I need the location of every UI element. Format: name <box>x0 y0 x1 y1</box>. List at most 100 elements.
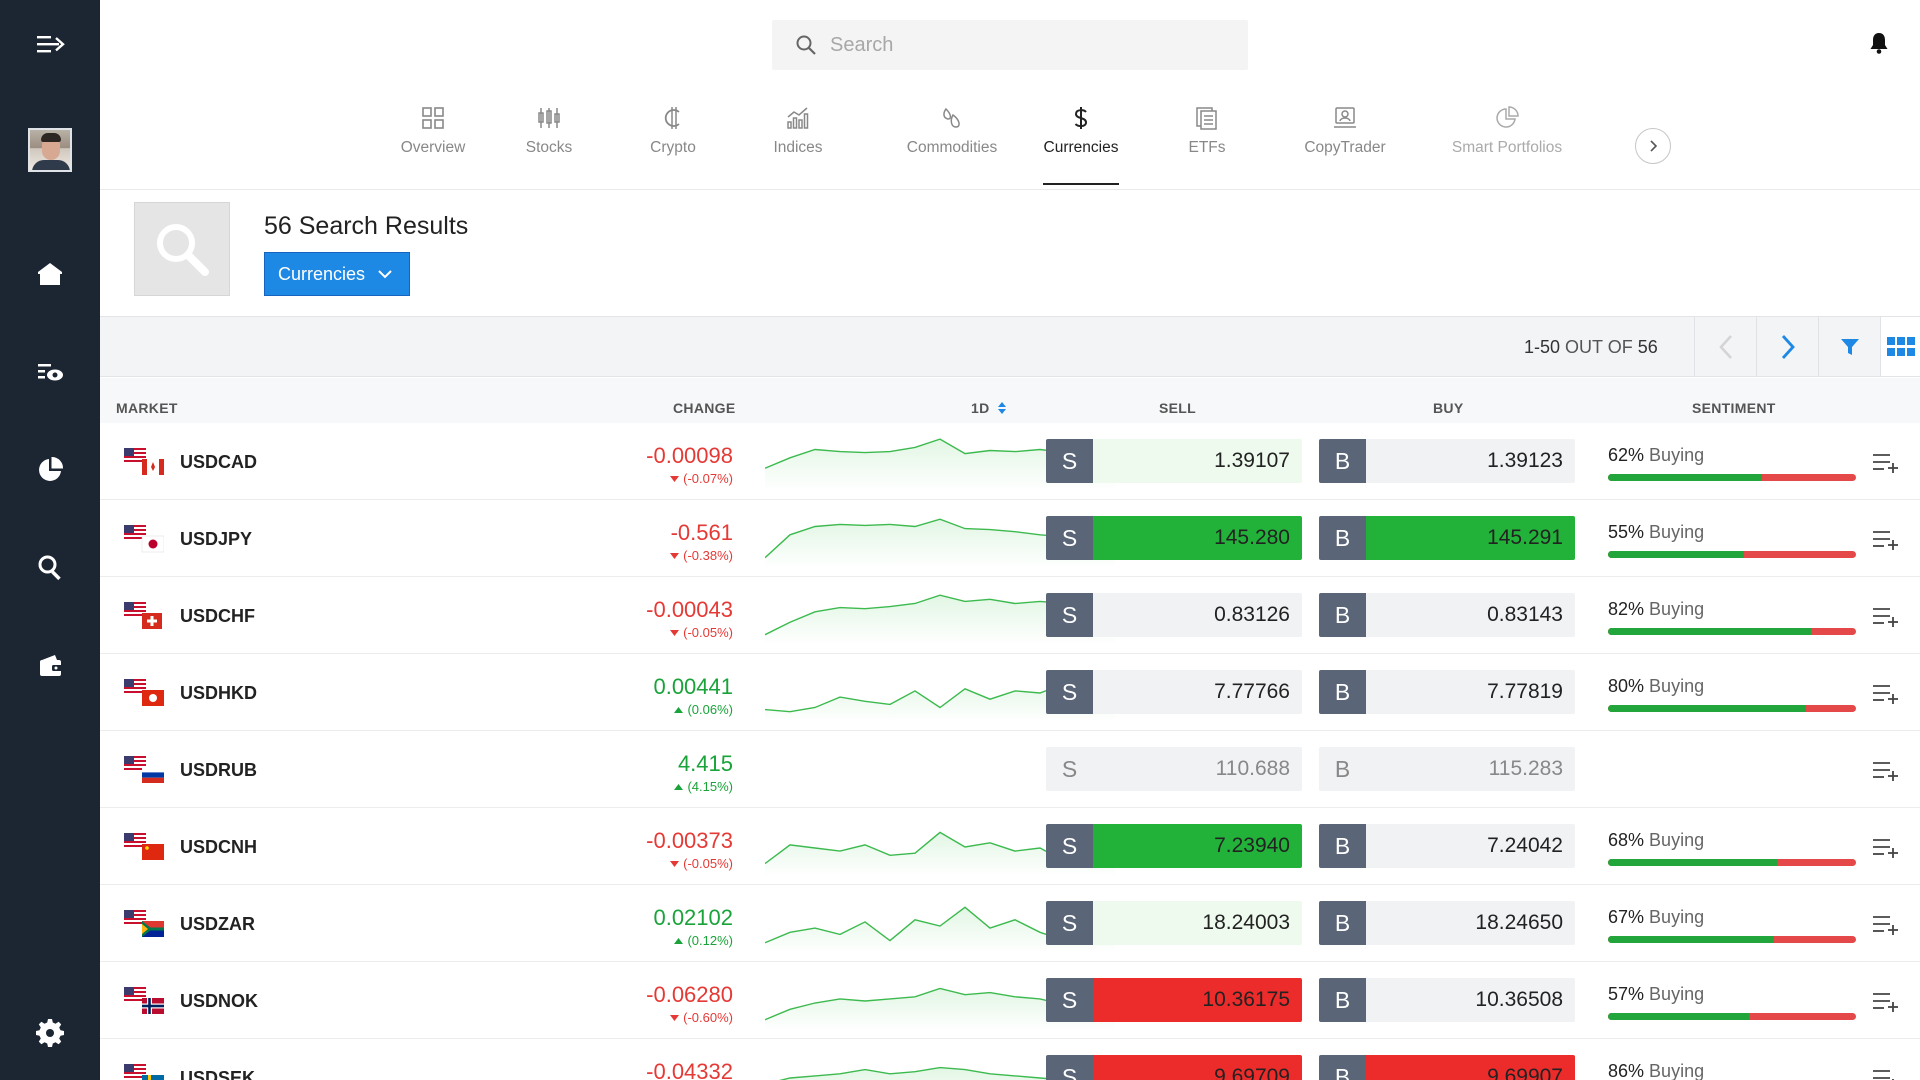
instrument-symbol[interactable]: USDZAR <box>180 914 255 934</box>
grid-view-button[interactable] <box>1880 317 1920 376</box>
wallet-button[interactable] <box>0 636 100 696</box>
buy-tag: B <box>1319 670 1366 714</box>
buy-button[interactable]: B 1.39123 <box>1319 439 1575 483</box>
price-change: 4.415 (4.15%) <box>674 751 733 794</box>
arrow-up-icon <box>674 707 684 713</box>
buy-button[interactable]: B 7.24042 <box>1319 824 1575 868</box>
instrument-symbol[interactable]: USDCAD <box>180 452 258 472</box>
buy-button[interactable]: B 7.77819 <box>1319 670 1575 714</box>
instrument-symbol[interactable]: USDSEK <box>180 1068 256 1080</box>
sell-button[interactable]: S 7.77766 <box>1046 670 1302 714</box>
copytrader-icon <box>1334 107 1356 128</box>
magnifier-icon <box>157 224 209 276</box>
search-icon <box>38 555 61 581</box>
buy-button[interactable]: B 145.291 <box>1319 516 1575 560</box>
instrument-symbol[interactable]: USDHKD <box>180 683 258 703</box>
table-row[interactable]: USDCNH -0.00373 (-0.05%) S 7.23940 B 7.24042 68… <box>100 808 1920 885</box>
buy-button[interactable]: B 18.24650 <box>1319 901 1575 945</box>
buy-button[interactable]: B 9.69907 <box>1319 1055 1575 1080</box>
tab-commodities[interactable]: Commodities <box>888 105 1016 185</box>
sell-button[interactable]: S 1.39107 <box>1046 439 1302 483</box>
buy-button[interactable]: B 10.36508 <box>1319 978 1575 1022</box>
add-to-watchlist-icon[interactable] <box>1872 682 1900 704</box>
tab-copytrader[interactable]: CopyTrader <box>1300 105 1390 185</box>
add-to-watchlist-icon[interactable] <box>1872 990 1900 1012</box>
tab-etfs[interactable]: ETFs <box>1177 105 1237 185</box>
sell-button[interactable]: S 18.24003 <box>1046 901 1302 945</box>
sentiment-percent: 68% <box>1608 830 1645 850</box>
buy-price: 7.77819 <box>1366 670 1575 714</box>
filter-icon <box>1840 338 1859 355</box>
tab-overview[interactable]: Overview <box>378 105 488 185</box>
table-row[interactable]: USDSEK -0.04332(-0.43%) S9.69709 B9.69907 86… <box>100 1039 1920 1080</box>
table-row[interactable]: USDRUB 4.415 (4.15%) S 110.688 B 115.283 <box>100 731 1920 808</box>
sell-button[interactable]: S 0.83126 <box>1046 593 1302 637</box>
sell-button[interactable]: S 9.69709 <box>1046 1055 1302 1080</box>
tabs-scroll-next-button[interactable] <box>1635 128 1671 164</box>
table-row[interactable]: USDJPY -0.561 (-0.38%) S 145.280 B 145.291 55% … <box>100 500 1920 577</box>
table-row[interactable]: USDNOK -0.06280 (-0.60%) S 10.36175 B 10.36508… <box>100 962 1920 1039</box>
tab-stocks[interactable]: Stocks <box>509 105 589 185</box>
home-button[interactable] <box>0 244 100 304</box>
table-row[interactable]: USDCAD -0.00098 (-0.07%) S 1.39107 B 1.39123 62… <box>100 423 1920 500</box>
sentiment-percent: 86% <box>1608 1061 1645 1080</box>
add-to-watchlist-icon[interactable] <box>1872 605 1900 627</box>
search-input[interactable] <box>830 33 1210 57</box>
sell-price: 9.69709 <box>1093 1055 1302 1080</box>
sell-button[interactable]: S 110.688 <box>1046 747 1302 791</box>
sell-button[interactable]: S 7.23940 <box>1046 824 1302 868</box>
instrument-symbol[interactable]: USDCNH <box>180 837 258 857</box>
settings-button[interactable] <box>0 1003 100 1063</box>
tab-crypto[interactable]: Crypto <box>635 105 711 185</box>
currency-pair-flag-icon <box>124 987 164 1014</box>
add-to-watchlist-icon[interactable] <box>1872 913 1900 935</box>
sparkline-area <box>765 439 1115 491</box>
search-box[interactable] <box>772 20 1248 70</box>
menu-toggle-button[interactable] <box>0 14 100 74</box>
buy-button[interactable]: B 115.283 <box>1319 747 1575 791</box>
filter-button[interactable] <box>1818 317 1880 376</box>
discover-button[interactable] <box>0 537 100 597</box>
table-row[interactable]: USDZAR 0.02102 (0.12%) S 18.24003 B 18.24650 67… <box>100 885 1920 962</box>
add-to-watchlist-icon[interactable] <box>1872 836 1900 858</box>
add-to-watchlist-icon[interactable] <box>1872 528 1900 550</box>
tab-smart-portfolios[interactable]: Smart Portfolios <box>1443 105 1571 185</box>
results-search-thumbnail <box>134 202 230 296</box>
column-sentiment[interactable]: SENTIMENT <box>1692 400 1776 416</box>
buy-tag: B <box>1319 439 1366 483</box>
price-change: 0.00441 (0.06%) <box>653 674 733 717</box>
sentiment: 67% Buying <box>1608 907 1856 943</box>
table-row[interactable]: USDHKD 0.00441 (0.06%) S 7.77766 B 7.77819 80% … <box>100 654 1920 731</box>
notification-bell-icon[interactable] <box>1866 30 1892 56</box>
asset-class-dropdown[interactable]: Currencies <box>264 252 410 296</box>
column-buy[interactable]: BUY <box>1433 400 1464 416</box>
tab-currencies[interactable]: Currencies <box>1043 105 1119 185</box>
sentiment-word: Buying <box>1649 984 1705 1004</box>
instrument-symbol[interactable]: USDRUB <box>180 760 258 780</box>
arrow-down-icon <box>670 1015 680 1021</box>
prev-page-button[interactable] <box>1694 317 1756 376</box>
currency-pair-flag-icon <box>124 525 164 553</box>
add-to-watchlist-icon[interactable] <box>1872 451 1900 473</box>
sell-button[interactable]: S 145.280 <box>1046 516 1302 560</box>
sell-button[interactable]: S 10.36175 <box>1046 978 1302 1022</box>
add-to-watchlist-icon[interactable] <box>1872 759 1900 781</box>
avatar[interactable] <box>28 128 72 172</box>
buy-button[interactable]: B 0.83143 <box>1319 593 1575 637</box>
instrument-symbol[interactable]: USDJPY <box>180 529 253 549</box>
arrow-down-icon <box>670 476 680 482</box>
watchlist-button[interactable] <box>0 342 100 402</box>
price-change: -0.04332(-0.43%) <box>646 1059 733 1080</box>
instrument-symbol[interactable]: USDCHF <box>180 606 255 626</box>
column-change[interactable]: CHANGE <box>673 400 736 416</box>
instrument-symbol[interactable]: USDNOK <box>180 991 259 1011</box>
column-sell[interactable]: SELL <box>1159 400 1196 416</box>
chevron-down-icon <box>378 270 392 279</box>
add-to-watchlist-icon[interactable] <box>1872 1067 1900 1080</box>
table-row[interactable]: USDCHF -0.00043 (-0.05%) S 0.83126 B 0.83143 82… <box>100 577 1920 654</box>
column-1d[interactable]: 1D <box>971 400 1007 416</box>
next-page-button[interactable] <box>1756 317 1818 376</box>
portfolio-button[interactable] <box>0 440 100 500</box>
column-market[interactable]: MARKET <box>116 400 178 416</box>
tab-indices[interactable]: Indices <box>760 105 836 185</box>
